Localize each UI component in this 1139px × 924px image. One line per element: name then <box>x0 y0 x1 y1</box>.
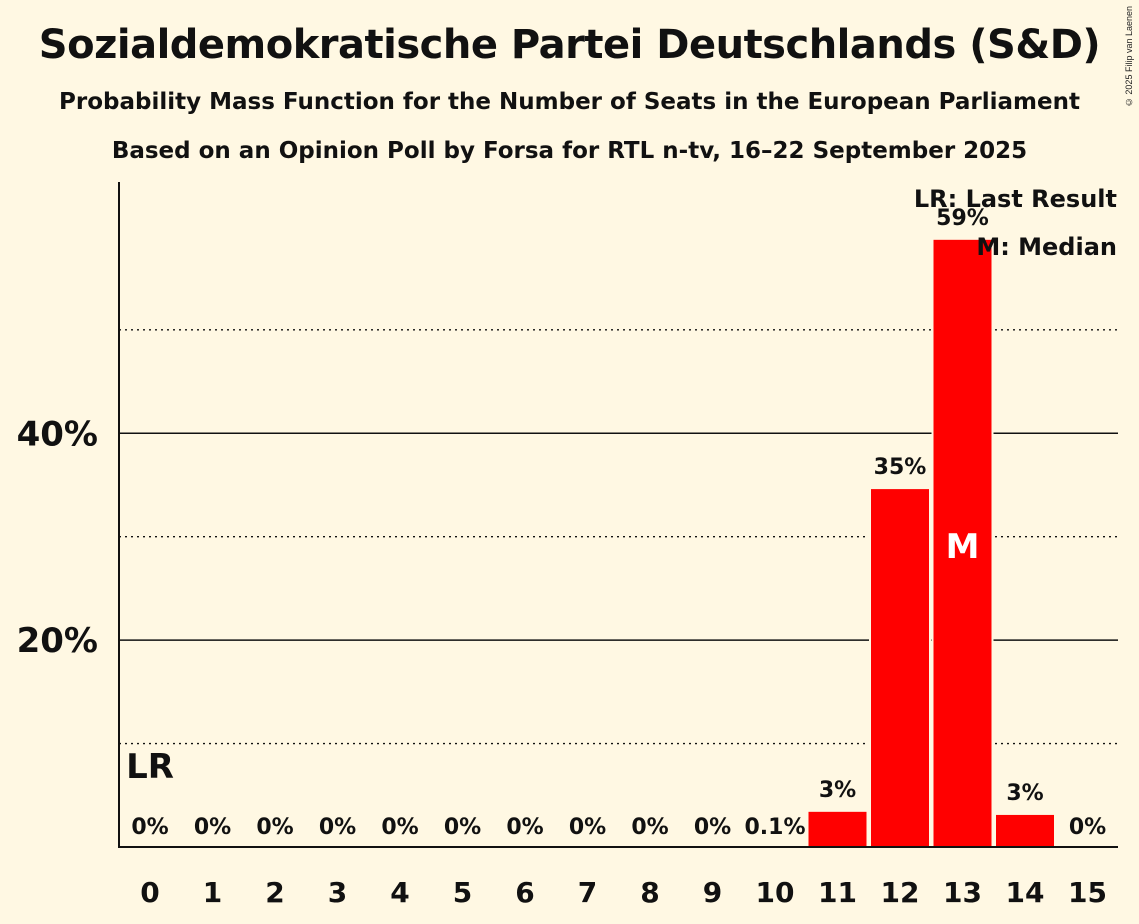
x-tick-label: 0 <box>140 876 159 909</box>
x-tick-label: 4 <box>390 876 409 909</box>
x-tick-label: 10 <box>756 876 795 909</box>
x-tick-label: 9 <box>703 876 722 909</box>
x-tick-label: 8 <box>640 876 659 909</box>
bar <box>808 811 867 847</box>
last-result-marker: LR <box>126 747 174 787</box>
y-tick-label: 40% <box>17 414 98 454</box>
data-label: 0% <box>444 815 481 840</box>
data-label: 35% <box>874 455 927 480</box>
x-tick-label: 7 <box>578 876 597 909</box>
bar <box>996 814 1054 847</box>
bar <box>871 489 929 847</box>
median-marker: M <box>946 527 980 567</box>
data-label: 0% <box>569 815 606 840</box>
data-label: 0% <box>631 815 668 840</box>
x-tick-label: 6 <box>515 876 534 909</box>
data-label: 59% <box>936 206 989 231</box>
data-label: 0% <box>319 815 356 840</box>
data-label: 0% <box>1069 815 1106 840</box>
legend-last-result: LR: Last Result <box>913 185 1117 213</box>
x-tick-label: 3 <box>328 876 347 909</box>
x-tick-label: 1 <box>203 876 222 909</box>
data-label: 0% <box>256 815 293 840</box>
data-label: 0.1% <box>744 815 805 840</box>
chart-subtitle: Probability Mass Function for the Number… <box>59 89 1080 115</box>
x-tick-label: 5 <box>453 876 472 909</box>
x-tick-label: 11 <box>818 876 857 909</box>
y-tick-label: 20% <box>17 621 98 661</box>
chart-title: Sozialdemokratische Partei Deutschlands … <box>38 22 1101 68</box>
data-label: 0% <box>506 815 543 840</box>
data-label: 0% <box>194 815 231 840</box>
x-tick-label: 12 <box>881 876 920 909</box>
data-label: 0% <box>694 815 731 840</box>
x-tick-label: 15 <box>1068 876 1107 909</box>
data-label: 0% <box>131 815 168 840</box>
chart-source-subtitle: Based on an Opinion Poll by Forsa for RT… <box>111 138 1028 164</box>
data-label: 3% <box>1006 781 1043 806</box>
data-label: 0% <box>381 815 418 840</box>
legend-median: M: Median <box>976 233 1117 261</box>
data-label: 3% <box>819 778 856 803</box>
x-tick-label: 2 <box>265 876 284 909</box>
bar <box>933 239 992 847</box>
x-tick-label: 14 <box>1006 876 1045 909</box>
x-tick-label: 13 <box>943 876 982 909</box>
